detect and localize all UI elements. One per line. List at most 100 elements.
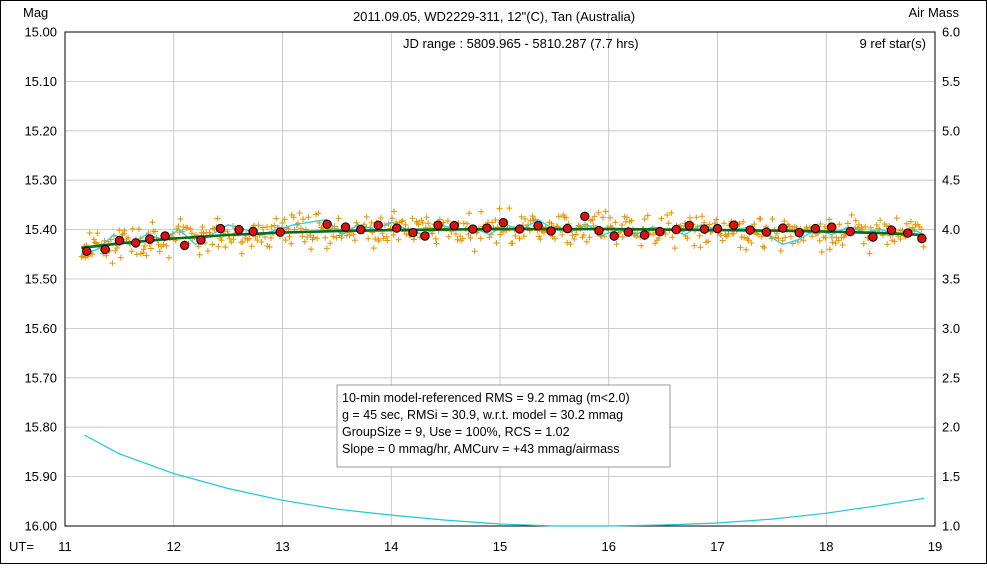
raw-point <box>555 213 562 220</box>
raw-point <box>665 220 672 227</box>
raw-point <box>112 247 119 254</box>
info-line: GroupSize = 9, Use = 100%, RCS = 1.02 <box>342 425 570 439</box>
raw-point <box>90 236 97 243</box>
raw-point <box>741 234 748 241</box>
raw-point <box>255 222 262 229</box>
group-average-point <box>100 244 110 255</box>
raw-point <box>572 231 579 238</box>
raw-point <box>363 213 370 220</box>
raw-point <box>452 231 459 237</box>
y-right-tick-label: 5.5 <box>942 74 960 89</box>
raw-point <box>222 244 229 251</box>
raw-point <box>867 224 874 231</box>
raw-point <box>281 216 288 223</box>
raw-point <box>365 235 372 242</box>
chart-title: 2011.09.05, WD2229-311, 12"(C), Tan (Aus… <box>353 9 635 24</box>
x-tick-label: 11 <box>58 539 72 554</box>
raw-point <box>410 236 417 243</box>
group-average-point <box>449 220 459 231</box>
group-average-point <box>684 220 694 231</box>
y-left-axis-label: Mag <box>23 5 48 20</box>
group-average-point <box>114 235 125 246</box>
raw-point <box>600 214 606 221</box>
raw-point <box>465 231 472 238</box>
raw-point <box>691 242 698 249</box>
info-box <box>336 384 671 468</box>
raw-point <box>787 233 794 240</box>
group-average-point <box>82 246 92 257</box>
raw-point <box>591 213 598 220</box>
raw-point <box>664 212 671 218</box>
raw-point <box>548 220 555 227</box>
raw-point <box>333 234 340 241</box>
raw-point <box>769 216 776 222</box>
raw-point <box>478 208 485 215</box>
raw-point <box>384 237 391 244</box>
raw-point <box>751 221 758 228</box>
group-average-point <box>433 220 443 230</box>
raw-point <box>836 221 843 228</box>
raw-point <box>721 220 727 227</box>
y-left-tick-label: 15.20 <box>24 123 57 138</box>
raw-point <box>638 242 645 249</box>
raw-point <box>696 232 703 239</box>
raw-point <box>571 236 578 242</box>
group-average-point <box>562 223 573 234</box>
raw-point <box>891 238 898 245</box>
raw-point <box>209 241 216 248</box>
raw-point <box>466 210 473 217</box>
y-right-tick-label: 3.0 <box>942 321 960 336</box>
raw-point <box>282 237 289 244</box>
raw-point <box>273 215 280 222</box>
raw-point <box>777 248 784 254</box>
raw-point <box>848 212 855 218</box>
raw-point <box>140 246 147 253</box>
raw-point <box>607 214 614 221</box>
raw-point <box>844 220 851 227</box>
raw-point <box>740 218 747 225</box>
jd-range-label: JD range : 5809.965 - 5810.287 (7.7 hrs) <box>403 36 639 51</box>
group-average-point <box>131 238 141 248</box>
raw-point <box>569 232 576 239</box>
raw-point <box>300 216 306 223</box>
group-average-point <box>322 219 332 229</box>
raw-point <box>903 220 910 227</box>
raw-point <box>266 244 273 250</box>
raw-point <box>907 218 914 225</box>
y-right-tick-label: 2.0 <box>942 420 960 435</box>
raw-point <box>737 244 744 251</box>
raw-point <box>368 219 375 226</box>
raw-point <box>166 254 172 261</box>
raw-point <box>826 246 833 253</box>
raw-point <box>214 215 221 222</box>
raw-point <box>268 223 275 230</box>
raw-point <box>860 240 867 247</box>
group-average-point <box>420 231 430 241</box>
raw-point <box>852 217 859 224</box>
raw-point <box>589 216 596 223</box>
y-left-tick-label: 15.10 <box>24 74 57 89</box>
raw-point <box>149 219 156 226</box>
raw-point <box>832 240 839 247</box>
raw-point <box>305 214 312 221</box>
raw-point <box>268 235 274 241</box>
raw-point <box>719 237 726 244</box>
raw-point <box>835 237 842 244</box>
raw-point <box>897 236 904 242</box>
raw-point <box>271 222 278 229</box>
raw-point <box>509 240 516 247</box>
raw-point <box>477 235 484 242</box>
raw-point <box>215 243 222 250</box>
group-average-point <box>196 235 206 245</box>
raw-point <box>163 242 170 249</box>
y-left-tick-label: 15.40 <box>24 222 57 237</box>
group-average-point <box>160 231 170 241</box>
raw-point <box>113 245 120 251</box>
raw-point <box>782 234 789 241</box>
x-tick-label: 18 <box>819 539 833 554</box>
group-average-point <box>671 224 681 235</box>
group-average-point <box>903 228 913 238</box>
raw-point <box>310 234 317 241</box>
group-average-point <box>810 223 821 234</box>
raw-point <box>800 237 807 244</box>
